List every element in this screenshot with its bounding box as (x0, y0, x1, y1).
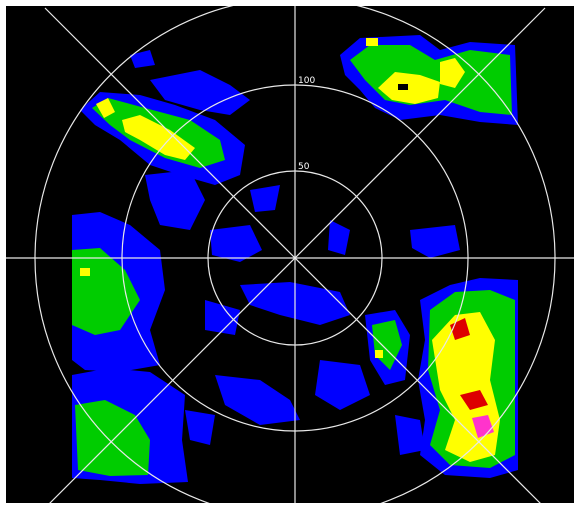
echo-yellow (366, 38, 378, 46)
echo-yellow (96, 98, 195, 160)
range-overlay (6, 6, 574, 503)
echo-blue (185, 185, 460, 455)
range-label: 100 (298, 76, 315, 86)
echo-yellow (375, 350, 383, 358)
echo-blue (130, 50, 250, 230)
echo-gap (398, 84, 408, 90)
echo-green (75, 400, 150, 476)
echo-yellow (378, 72, 440, 104)
axis-line (49, 7, 546, 503)
echo-yellow (80, 268, 90, 276)
echo-yellow (440, 58, 465, 88)
range-label: 50 (298, 162, 310, 172)
